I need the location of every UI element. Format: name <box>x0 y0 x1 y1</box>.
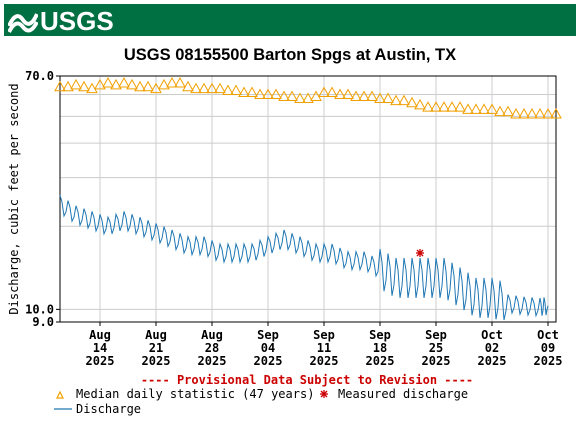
median-point <box>486 103 498 114</box>
median-point <box>286 90 298 102</box>
measured-point <box>416 248 424 257</box>
y-tick-label: 10.0 <box>25 302 54 316</box>
median-point <box>534 107 546 119</box>
legend-median-triangle-icon <box>56 390 64 399</box>
y-tick-label: 70.0 <box>25 69 54 83</box>
median-point <box>222 84 234 96</box>
median-point <box>318 86 330 98</box>
median-point <box>414 98 426 110</box>
median-point <box>350 90 362 102</box>
median-point <box>526 107 538 119</box>
median-point <box>158 78 170 90</box>
median-point <box>62 80 74 92</box>
median-point <box>262 88 274 99</box>
median-point <box>542 107 554 119</box>
median-point <box>78 80 90 92</box>
median-point <box>462 103 474 114</box>
median-point <box>166 77 178 88</box>
median-point <box>198 82 210 94</box>
discharge-line <box>59 195 549 321</box>
median-point <box>470 103 482 114</box>
median-point <box>270 88 282 99</box>
x-tick-label: Oct 02 2025 <box>478 328 507 368</box>
median-point <box>438 101 450 112</box>
median-point <box>358 90 370 102</box>
median-point <box>190 82 202 94</box>
x-tick-label: Oct 09 2025 <box>534 328 563 368</box>
median-point <box>502 105 514 117</box>
median-point <box>294 92 306 104</box>
usgs-logo-icon <box>8 13 38 33</box>
median-point <box>302 92 314 104</box>
median-point <box>70 78 82 90</box>
median-point <box>238 86 250 98</box>
median-point <box>374 92 386 104</box>
median-point <box>126 78 138 90</box>
median-point <box>134 80 146 92</box>
median-point <box>342 88 354 99</box>
median-point <box>326 86 338 98</box>
legend-measured-asterisk-icon <box>320 390 328 398</box>
median-point <box>406 96 418 108</box>
median-point <box>182 80 194 92</box>
median-point <box>230 84 242 96</box>
median-point <box>390 94 402 106</box>
x-tick-label: Sep 04 2025 <box>254 328 283 368</box>
median-point <box>278 90 290 102</box>
median-point <box>254 88 266 99</box>
legend-median-label: Median daily statistic (47 years) <box>76 387 314 401</box>
median-point <box>246 86 258 98</box>
legend-measured-label: Measured discharge <box>338 387 468 401</box>
median-point <box>446 101 458 112</box>
median-point <box>54 80 66 92</box>
y-tick-label: 9.0 <box>32 315 54 329</box>
median-point <box>94 78 106 90</box>
provisional-note: ---- Provisional Data Subject to Revisio… <box>141 373 473 387</box>
x-tick-label: Sep 18 2025 <box>366 328 395 368</box>
median-point <box>430 101 442 112</box>
median-point <box>214 82 226 94</box>
median-point <box>550 107 562 119</box>
legend: Median daily statistic (47 years) Measur… <box>54 387 468 416</box>
chart-title: USGS 08155500 Barton Spgs at Austin, TX <box>124 46 456 64</box>
usgs-logo-text: USGS <box>40 6 114 36</box>
median-point <box>102 77 114 88</box>
median-point <box>366 90 378 102</box>
median-point <box>382 92 394 104</box>
median-point <box>142 80 154 92</box>
x-tick-label: Sep 11 2025 <box>310 328 339 368</box>
median-point <box>398 94 410 106</box>
median-point <box>422 101 434 112</box>
median-point <box>150 82 162 94</box>
median-point <box>174 77 186 88</box>
median-point <box>86 82 98 94</box>
x-tick-label: Aug 14 2025 <box>86 328 115 368</box>
y-axis-label: Discharge, cubic feet per second <box>7 83 21 314</box>
median-point <box>494 105 506 117</box>
y-axis-ticks: 70.0 10.09.0 <box>25 69 60 329</box>
median-point <box>334 88 346 99</box>
median-point <box>454 101 466 112</box>
median-point <box>110 78 122 90</box>
median-point <box>118 77 130 88</box>
median-point <box>510 107 522 119</box>
median-point <box>518 107 530 119</box>
x-tick-label: Aug 28 2025 <box>198 328 227 368</box>
median-point <box>206 82 218 94</box>
median-point <box>310 90 322 102</box>
legend-discharge-label: Discharge <box>76 402 141 416</box>
plot-border <box>59 75 557 323</box>
x-tick-label: Aug 21 2025 <box>142 328 171 368</box>
x-tick-label: Sep 25 2025 <box>422 328 451 368</box>
usgs-banner: USGS <box>4 4 576 36</box>
median-point <box>478 103 490 114</box>
series-layer <box>54 77 562 321</box>
x-axis-ticks: Aug 14 2025 Aug 21 2025 Aug 28 2025 Sep 04 2025 Sep 1… <box>86 322 563 368</box>
